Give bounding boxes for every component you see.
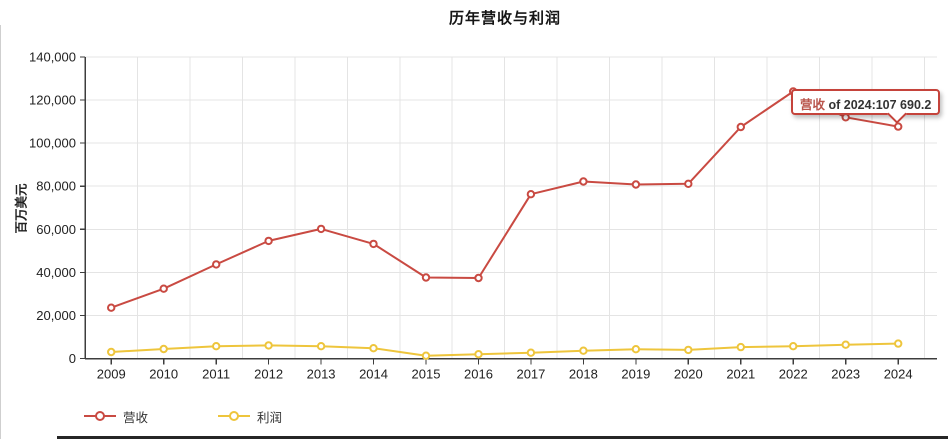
- y-tick-label: 100,000: [29, 136, 76, 151]
- x-tick-label: 2017: [516, 367, 545, 382]
- y-tick-label: 60,000: [36, 222, 76, 237]
- window-border-bottom: [57, 436, 948, 439]
- legend-label-profit: 利润: [257, 410, 283, 425]
- tooltip-value-text: of 2024:107,690.2: [825, 98, 932, 112]
- profit-point-2014[interactable]: [369, 344, 378, 353]
- profit-point-2017[interactable]: [526, 348, 536, 357]
- profit-point-2019[interactable]: [631, 345, 641, 354]
- y-tick-label: 120,000: [29, 93, 76, 108]
- legend-label-revenue: 营收: [123, 410, 149, 425]
- revenue-point-2017[interactable]: [526, 190, 536, 199]
- profit-point-2022[interactable]: [789, 342, 798, 351]
- legend-item-profit[interactable]: 利润: [218, 407, 282, 425]
- revenue-point-2020[interactable]: [684, 179, 693, 189]
- revenue-point-2024[interactable]: [894, 122, 903, 131]
- profit-point-2016[interactable]: [474, 350, 483, 359]
- y-tick-label: 140,000: [29, 50, 76, 65]
- profit-point-2023[interactable]: [841, 340, 850, 349]
- revenue-line: [110, 90, 900, 309]
- revenue-point-2012[interactable]: [264, 236, 273, 246]
- y-tick-label: 20,000: [36, 308, 76, 323]
- x-tick-label: 2011: [202, 367, 230, 382]
- profit-point-2020[interactable]: [684, 345, 693, 355]
- revenue-point-2011[interactable]: [212, 260, 221, 269]
- revenue-point-2019[interactable]: [631, 180, 641, 189]
- x-tick-label: 2015: [412, 367, 441, 382]
- y-tick-label: 80,000: [36, 179, 76, 194]
- profit-point-2015[interactable]: [421, 351, 431, 360]
- tooltip-series-label: 营收: [800, 98, 826, 112]
- revenue-point-2016[interactable]: [474, 273, 483, 283]
- revenue-point-2010[interactable]: [159, 284, 168, 293]
- legend-swatch-revenue: [84, 410, 116, 422]
- x-tick-label: 2016: [464, 367, 493, 382]
- profit-point-2009[interactable]: [107, 347, 116, 357]
- x-tick-label: 2024: [884, 367, 913, 382]
- x-tick-label: 2022: [779, 367, 808, 382]
- x-tick-label: 2023: [831, 367, 860, 382]
- window-border-left: [0, 25, 1, 439]
- revenue-point-2015[interactable]: [421, 273, 431, 282]
- y-tick-label: 0: [69, 351, 76, 366]
- x-tick-label: 2010: [149, 367, 178, 382]
- revenue-point-2014[interactable]: [369, 239, 378, 249]
- profit-point-2010[interactable]: [159, 344, 168, 354]
- revenue-point-2013[interactable]: [316, 224, 326, 234]
- x-tick-label: 2018: [569, 367, 598, 382]
- chart-title: 历年营收与利润: [448, 10, 561, 27]
- x-tick-label: 2009: [97, 367, 126, 382]
- x-tick-label: 2021: [726, 367, 755, 382]
- profit-point-2013[interactable]: [316, 342, 326, 351]
- revenue-point-2009[interactable]: [107, 303, 116, 312]
- revenue-point-2021[interactable]: [736, 122, 745, 132]
- profit-point-2012[interactable]: [264, 341, 273, 350]
- profit-line: [110, 342, 900, 357]
- profit-point-2021[interactable]: [736, 342, 745, 352]
- x-tick-label: 2019: [621, 367, 650, 382]
- x-tick-label: 2020: [674, 367, 703, 382]
- profit-point-2011[interactable]: [212, 342, 221, 351]
- x-tick-label: 2014: [359, 367, 388, 382]
- tooltip: 营收 of 2024:107,690.2: [791, 89, 941, 124]
- profit-point-2018[interactable]: [579, 346, 588, 355]
- legend-swatch-profit: [218, 410, 250, 422]
- revenue-point-2018[interactable]: [579, 177, 588, 186]
- revenue-point-2023[interactable]: [841, 113, 850, 122]
- chart-canvas[interactable]: 0 20,000 40,000 60,000 80,000 100,000 120,000 1…: [0, 0, 948, 392]
- profit-point-2024[interactable]: [894, 339, 903, 348]
- legend-item-revenue[interactable]: 营收: [84, 407, 148, 425]
- x-tick-label: 2012: [254, 367, 283, 382]
- y-tick-label: 40,000: [36, 265, 76, 280]
- x-tick-label: 2013: [307, 367, 336, 382]
